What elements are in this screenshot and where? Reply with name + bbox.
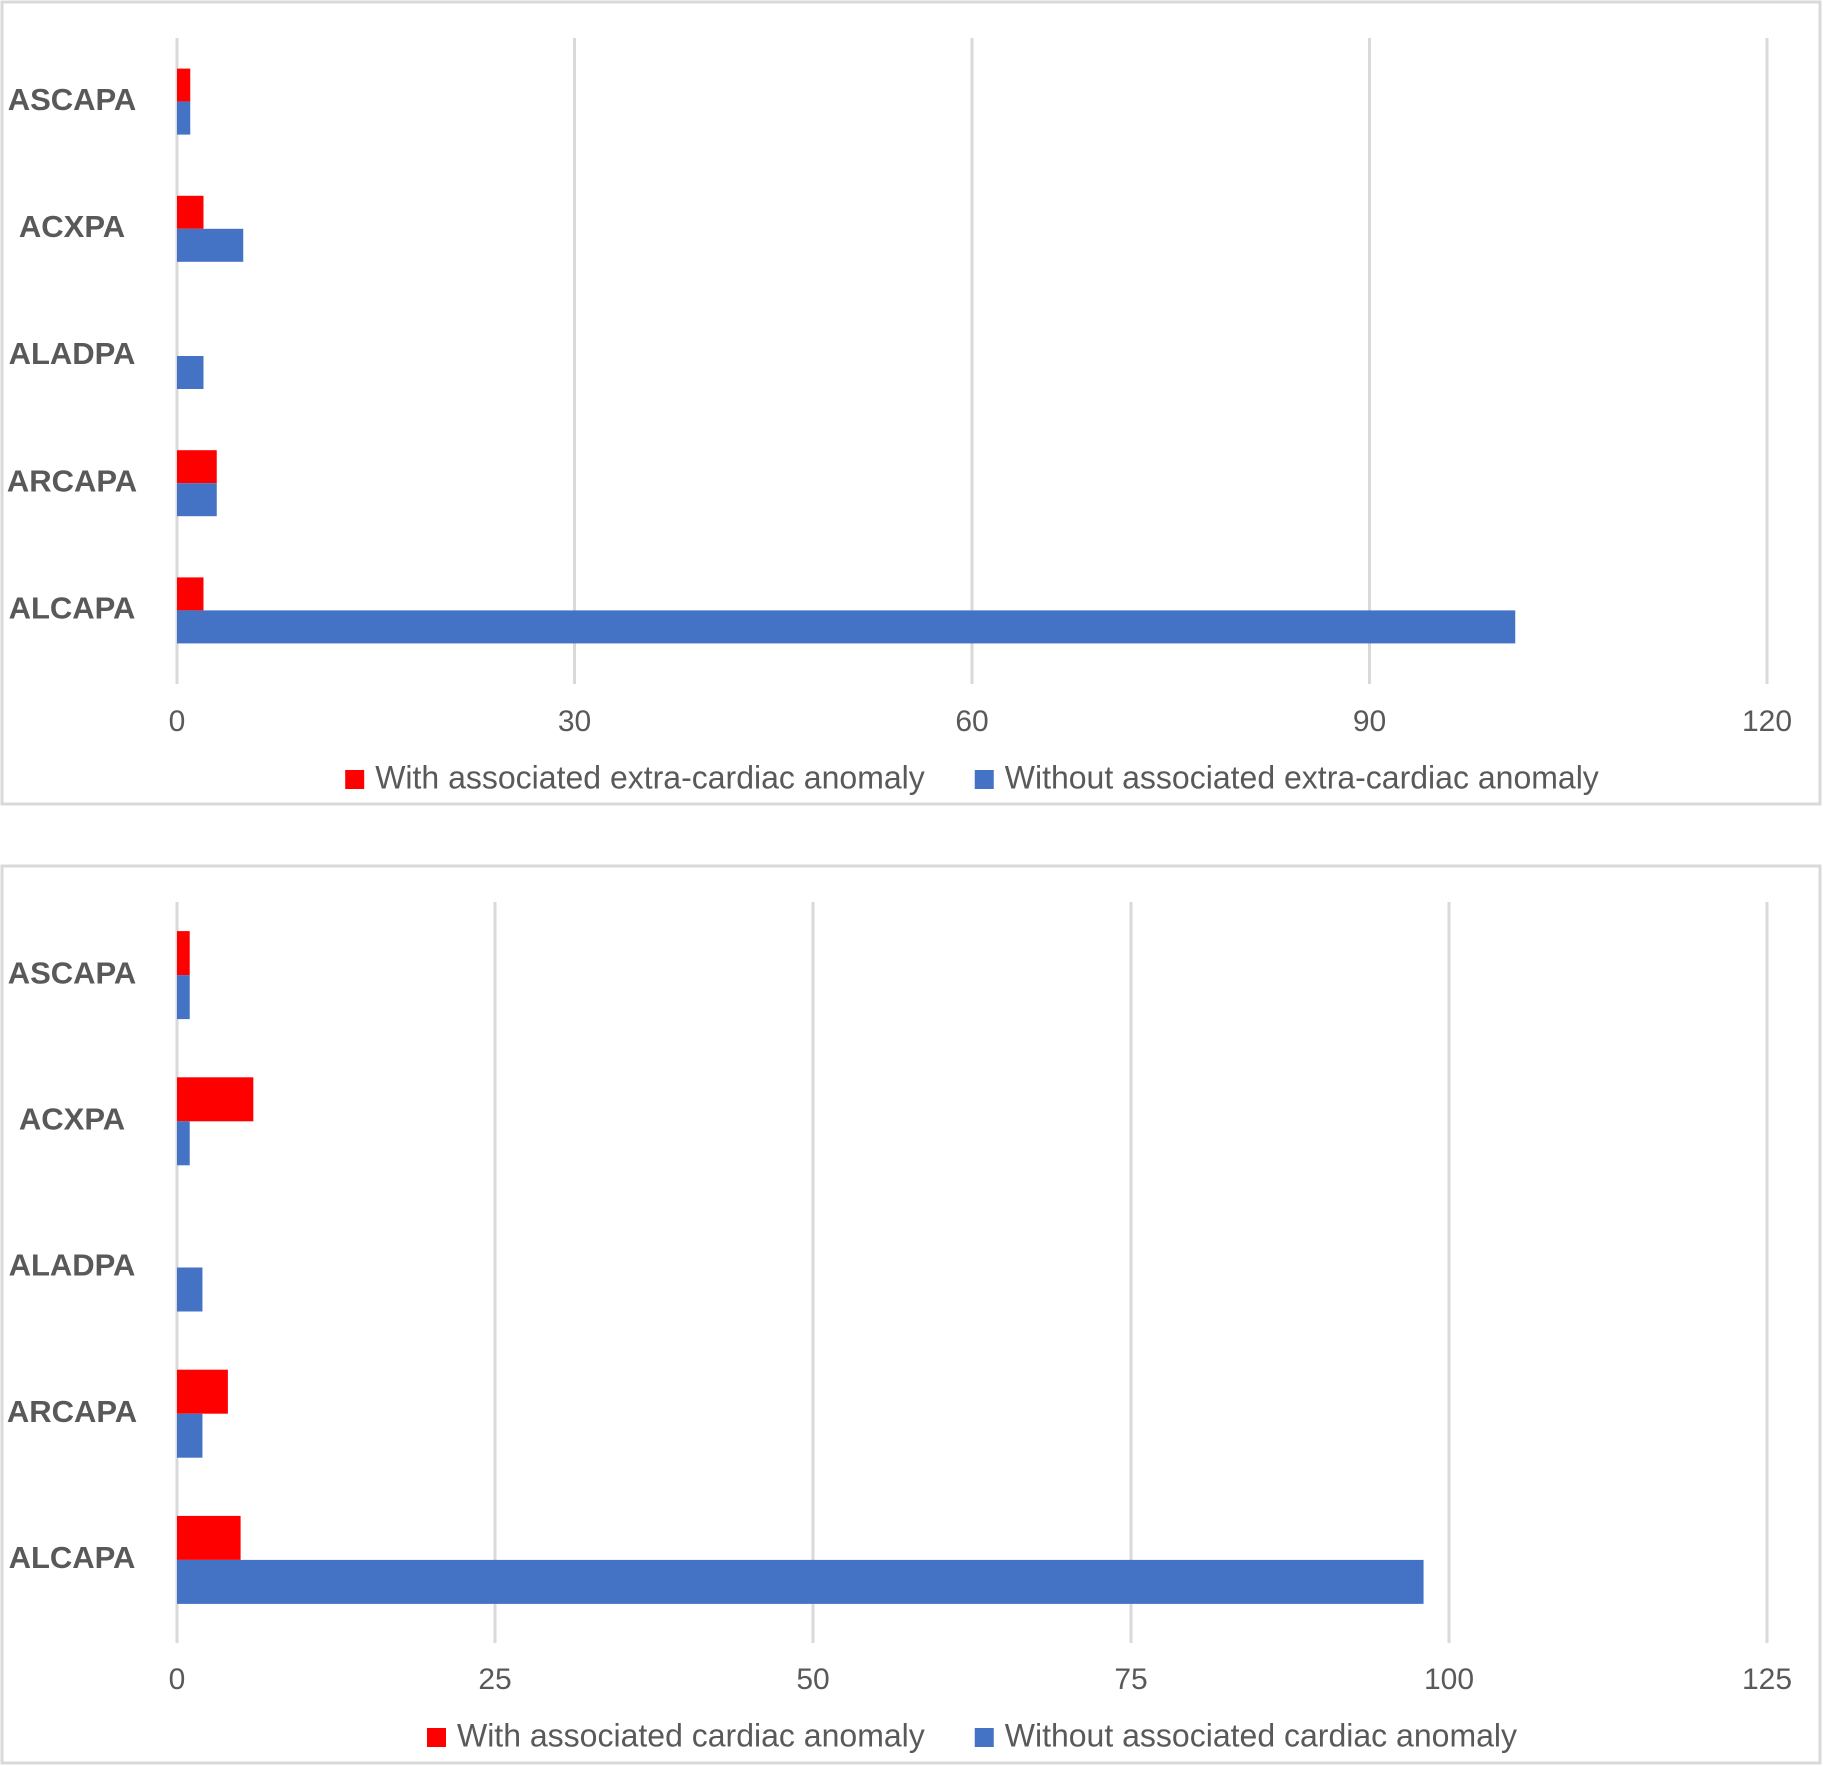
bar bbox=[177, 1515, 241, 1560]
bar bbox=[177, 1413, 203, 1458]
x-tick-label: 90 bbox=[1353, 705, 1386, 738]
bar bbox=[177, 610, 1516, 644]
chart-frame bbox=[0, 864, 1822, 1765]
bar bbox=[177, 1369, 228, 1414]
y-tick-label: ALCAPA bbox=[9, 1540, 136, 1575]
x-tick-label: 60 bbox=[955, 705, 988, 738]
x-tick-label: 25 bbox=[478, 1663, 511, 1696]
x-tick-label: 0 bbox=[169, 1663, 186, 1696]
bar bbox=[177, 1077, 254, 1122]
x-tick-label: 125 bbox=[1742, 1663, 1792, 1696]
bar bbox=[177, 195, 204, 229]
legend-swatch bbox=[974, 770, 994, 789]
chart-frame bbox=[0, 0, 1822, 806]
bar bbox=[177, 931, 190, 976]
x-tick-label: 75 bbox=[1114, 1663, 1147, 1696]
x-tick-label: 100 bbox=[1424, 1663, 1474, 1696]
bar bbox=[177, 68, 191, 102]
x-tick-label: 120 bbox=[1742, 705, 1792, 738]
bar bbox=[177, 1559, 1424, 1604]
y-tick-label: ASCAPA bbox=[8, 82, 137, 117]
x-tick-label: 30 bbox=[558, 705, 591, 738]
legend-swatch bbox=[345, 770, 365, 789]
y-tick-label: ASCAPA bbox=[8, 955, 137, 990]
legend-swatch bbox=[974, 1728, 994, 1747]
bar bbox=[177, 483, 217, 517]
legend-swatch bbox=[426, 1728, 446, 1747]
x-tick-label: 0 bbox=[169, 705, 186, 738]
bar bbox=[177, 450, 217, 484]
legend-label: With associated cardiac anomaly bbox=[457, 1717, 925, 1753]
y-tick-label: ALCAPA bbox=[9, 591, 136, 626]
bar bbox=[177, 101, 191, 135]
y-tick-label: ARCAPA bbox=[7, 1394, 137, 1429]
y-tick-label: ALADPA bbox=[9, 336, 136, 371]
bar bbox=[177, 356, 204, 389]
bar bbox=[177, 1121, 190, 1166]
y-tick-label: ACXPA bbox=[19, 1101, 125, 1136]
x-tick-label: 50 bbox=[796, 1663, 829, 1696]
legend-label: Without associated extra-cardiac anomaly bbox=[1005, 759, 1599, 795]
y-tick-label: ACXPA bbox=[19, 209, 125, 244]
bar bbox=[177, 975, 190, 1020]
y-tick-label: ARCAPA bbox=[7, 463, 137, 498]
y-tick-label: ALADPA bbox=[9, 1248, 136, 1283]
bar bbox=[177, 577, 204, 611]
legend-label: With associated extra-cardiac anomaly bbox=[375, 759, 925, 795]
bar bbox=[177, 228, 244, 262]
bar bbox=[177, 1267, 203, 1312]
legend-label: Without associated cardiac anomaly bbox=[1005, 1717, 1517, 1753]
